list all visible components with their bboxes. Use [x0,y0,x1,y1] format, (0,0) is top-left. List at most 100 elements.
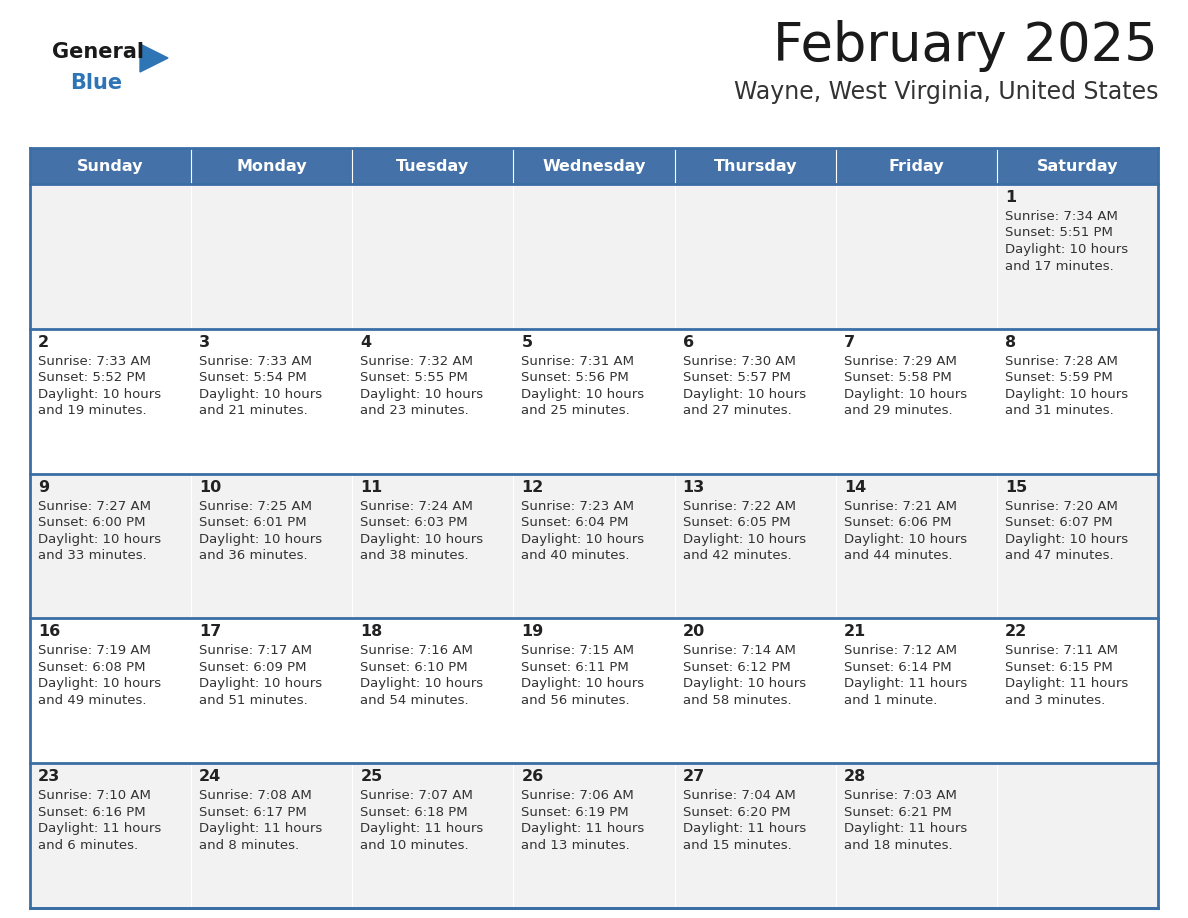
Text: and 1 minute.: and 1 minute. [843,694,937,707]
Text: 7: 7 [843,335,855,350]
Text: and 36 minutes.: and 36 minutes. [200,549,308,562]
Bar [191,184,353,329]
Bar [30,619,191,763]
Text: Sunset: 6:12 PM: Sunset: 6:12 PM [683,661,790,674]
Text: Daylight: 10 hours: Daylight: 10 hours [360,532,484,545]
Text: 6: 6 [683,335,694,350]
Text: Sunset: 6:16 PM: Sunset: 6:16 PM [38,806,146,819]
Text: Sunrise: 7:20 AM: Sunrise: 7:20 AM [1005,499,1118,512]
Bar [997,619,1158,763]
Text: Daylight: 10 hours: Daylight: 10 hours [200,532,322,545]
Text: and 33 minutes.: and 33 minutes. [38,549,147,562]
Text: Sunrise: 7:29 AM: Sunrise: 7:29 AM [843,354,956,368]
Bar [675,619,835,763]
Text: and 25 minutes.: and 25 minutes. [522,404,630,418]
Text: 21: 21 [843,624,866,640]
Text: and 3 minutes.: and 3 minutes. [1005,694,1105,707]
Text: Sunrise: 7:11 AM: Sunrise: 7:11 AM [1005,644,1118,657]
Text: and 56 minutes.: and 56 minutes. [522,694,630,707]
Text: Sunrise: 7:14 AM: Sunrise: 7:14 AM [683,644,796,657]
Text: Daylight: 10 hours: Daylight: 10 hours [843,532,967,545]
Text: Daylight: 10 hours: Daylight: 10 hours [843,387,967,401]
Text: Daylight: 11 hours: Daylight: 11 hours [843,677,967,690]
Text: General: General [52,42,144,62]
Text: Sunset: 6:19 PM: Sunset: 6:19 PM [522,806,630,819]
Bar [675,329,835,474]
Bar [353,329,513,474]
Text: Sunset: 6:07 PM: Sunset: 6:07 PM [1005,516,1112,529]
Text: and 54 minutes.: and 54 minutes. [360,694,469,707]
Text: and 10 minutes.: and 10 minutes. [360,839,469,852]
Bar [191,148,353,184]
Text: and 6 minutes.: and 6 minutes. [38,839,138,852]
Text: 8: 8 [1005,335,1016,350]
Bar [353,619,513,763]
Bar [513,763,675,908]
Text: Monday: Monday [236,159,307,174]
Text: 25: 25 [360,769,383,784]
Text: 17: 17 [200,624,221,640]
Bar [353,763,513,908]
Text: and 13 minutes.: and 13 minutes. [522,839,630,852]
Text: Daylight: 11 hours: Daylight: 11 hours [38,823,162,835]
Text: and 27 minutes.: and 27 minutes. [683,404,791,418]
Text: Sunset: 6:10 PM: Sunset: 6:10 PM [360,661,468,674]
Text: 2: 2 [38,335,49,350]
Text: Daylight: 10 hours: Daylight: 10 hours [522,677,645,690]
Text: Daylight: 11 hours: Daylight: 11 hours [843,823,967,835]
Bar [513,619,675,763]
Text: and 42 minutes.: and 42 minutes. [683,549,791,562]
Text: 16: 16 [38,624,61,640]
Bar [997,329,1158,474]
Text: Sunset: 5:52 PM: Sunset: 5:52 PM [38,371,146,385]
Text: Daylight: 10 hours: Daylight: 10 hours [522,532,645,545]
Bar [835,619,997,763]
Bar [353,474,513,619]
Text: Thursday: Thursday [713,159,797,174]
Text: Sunset: 6:14 PM: Sunset: 6:14 PM [843,661,952,674]
Polygon shape [140,44,168,72]
Bar [675,763,835,908]
Text: Sunset: 6:15 PM: Sunset: 6:15 PM [1005,661,1113,674]
Text: 19: 19 [522,624,544,640]
Text: Sunset: 5:58 PM: Sunset: 5:58 PM [843,371,952,385]
Bar [835,148,997,184]
Text: Sunset: 6:08 PM: Sunset: 6:08 PM [38,661,145,674]
Text: 14: 14 [843,479,866,495]
Bar [191,474,353,619]
Text: and 38 minutes.: and 38 minutes. [360,549,469,562]
Text: 23: 23 [38,769,61,784]
Text: 1: 1 [1005,190,1016,205]
Text: and 44 minutes.: and 44 minutes. [843,549,953,562]
Text: and 58 minutes.: and 58 minutes. [683,694,791,707]
Text: and 51 minutes.: and 51 minutes. [200,694,308,707]
Bar [191,329,353,474]
Text: 11: 11 [360,479,383,495]
Text: Sunset: 5:57 PM: Sunset: 5:57 PM [683,371,790,385]
Text: Sunrise: 7:27 AM: Sunrise: 7:27 AM [38,499,151,512]
Text: Sunset: 6:09 PM: Sunset: 6:09 PM [200,661,307,674]
Bar [513,148,675,184]
Text: 12: 12 [522,479,544,495]
Text: Sunrise: 7:33 AM: Sunrise: 7:33 AM [38,354,151,368]
Text: Daylight: 11 hours: Daylight: 11 hours [360,823,484,835]
Text: Daylight: 10 hours: Daylight: 10 hours [38,677,162,690]
Text: 15: 15 [1005,479,1028,495]
Text: and 47 minutes.: and 47 minutes. [1005,549,1113,562]
Text: Sunset: 6:17 PM: Sunset: 6:17 PM [200,806,307,819]
Bar [513,184,675,329]
Bar [997,184,1158,329]
Text: Sunrise: 7:12 AM: Sunrise: 7:12 AM [843,644,956,657]
Text: Wednesday: Wednesday [542,159,646,174]
Text: Sunset: 5:51 PM: Sunset: 5:51 PM [1005,227,1113,240]
Text: Sunset: 6:04 PM: Sunset: 6:04 PM [522,516,628,529]
Text: and 15 minutes.: and 15 minutes. [683,839,791,852]
Bar [835,474,997,619]
Text: Daylight: 10 hours: Daylight: 10 hours [683,532,805,545]
Bar [675,148,835,184]
Text: Sunrise: 7:10 AM: Sunrise: 7:10 AM [38,789,151,802]
Text: Sunrise: 7:33 AM: Sunrise: 7:33 AM [200,354,312,368]
Bar [835,184,997,329]
Text: and 17 minutes.: and 17 minutes. [1005,260,1113,273]
Bar [30,474,191,619]
